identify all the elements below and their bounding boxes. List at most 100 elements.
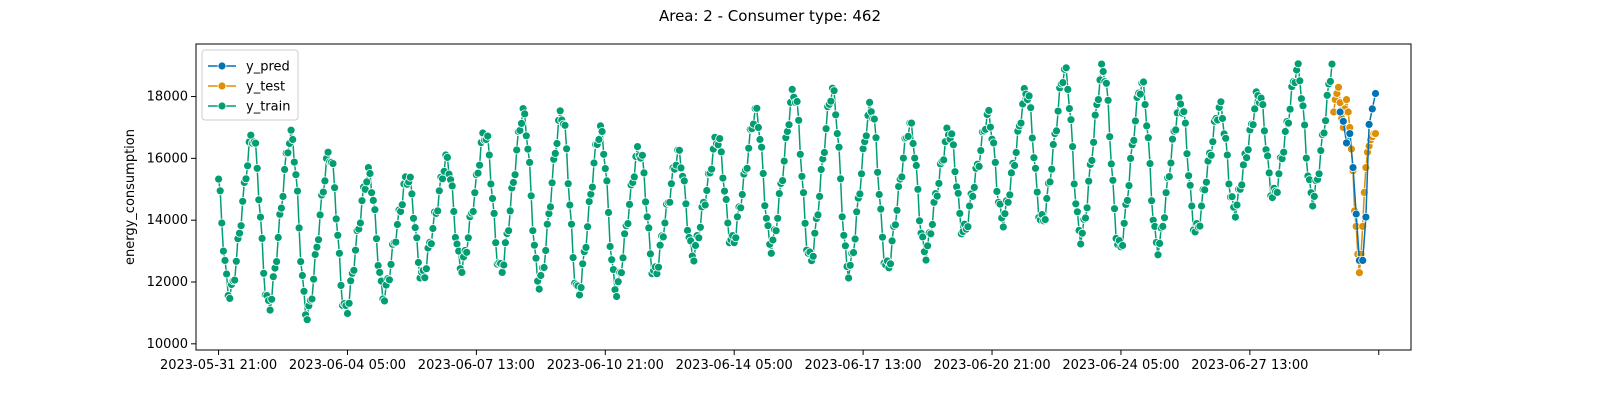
- data-point: [552, 139, 562, 148]
- legend-item-y-pred[interactable]: y_pred: [208, 60, 290, 75]
- data-point: [1298, 101, 1308, 111]
- data-point: [349, 265, 359, 275]
- data-point: [546, 202, 555, 212]
- data-point: [849, 248, 858, 258]
- data-point: [1364, 120, 1374, 129]
- data-point: [953, 188, 963, 198]
- data-point: [878, 232, 887, 242]
- data-point: [1139, 77, 1148, 87]
- data-point: [1250, 104, 1260, 114]
- legend-item-y-train[interactable]: y_train: [208, 100, 290, 115]
- data-point: [420, 273, 430, 283]
- data-point: [720, 186, 729, 196]
- data-point: [1176, 99, 1185, 109]
- data-point: [1047, 164, 1057, 174]
- data-point: [581, 242, 591, 252]
- data-point: [1082, 203, 1092, 213]
- data-point: [236, 221, 246, 231]
- data-point: [1124, 181, 1134, 191]
- data-point: [1161, 188, 1171, 198]
- data-point: [1005, 190, 1015, 200]
- data-point: [841, 241, 850, 251]
- data-point: [331, 214, 341, 224]
- data-point: [928, 220, 937, 229]
- data-point: [1182, 149, 1192, 159]
- data-point: [675, 145, 684, 155]
- data-point: [530, 240, 539, 250]
- data-point: [629, 172, 639, 182]
- data-point: [873, 167, 882, 177]
- data-point: [665, 197, 675, 207]
- data-point: [923, 241, 932, 251]
- data-point: [243, 161, 253, 171]
- data-point: [871, 133, 881, 143]
- data-point: [1371, 129, 1380, 139]
- data-point: [681, 199, 691, 209]
- data-point: [620, 229, 629, 239]
- data-point: [426, 239, 436, 249]
- data-point: [307, 294, 317, 304]
- data-point: [1126, 153, 1135, 163]
- data-point: [1243, 145, 1253, 155]
- data-point: [512, 145, 522, 155]
- data-point: [773, 213, 783, 223]
- data-point: [1142, 121, 1152, 131]
- data-point: [1185, 180, 1195, 190]
- data-point: [412, 233, 422, 243]
- x-tick-label: 2023-06-17 13:00: [805, 358, 922, 373]
- data-point: [1042, 194, 1052, 203]
- data-point: [821, 124, 831, 134]
- data-point: [813, 210, 823, 220]
- data-point: [660, 218, 670, 228]
- y-tick-label: 12000: [147, 275, 188, 290]
- data-point: [320, 176, 330, 186]
- data-point: [267, 294, 277, 304]
- data-point: [318, 187, 328, 197]
- data-point: [762, 213, 771, 223]
- data-point: [1071, 199, 1081, 209]
- data-point: [578, 259, 588, 269]
- data-point: [1010, 161, 1019, 170]
- data-point: [500, 238, 510, 248]
- data-point: [235, 228, 244, 238]
- data-point: [1053, 106, 1063, 116]
- data-point: [969, 182, 979, 192]
- data-point: [497, 267, 507, 277]
- data-point: [965, 201, 974, 211]
- data-point: [1222, 150, 1232, 160]
- data-point: [1239, 160, 1248, 170]
- legend[interactable]: y_pred y_test y_train: [201, 49, 299, 121]
- data-point: [297, 271, 307, 280]
- data-point: [272, 257, 282, 267]
- data-point: [1003, 197, 1013, 207]
- data-point: [1155, 238, 1164, 248]
- data-point: [1040, 215, 1050, 225]
- data-point: [541, 246, 551, 255]
- data-point: [367, 188, 377, 198]
- data-point: [286, 125, 296, 135]
- legend-item-y-test[interactable]: y_test: [208, 80, 285, 95]
- data-point: [892, 205, 902, 215]
- data-point: [273, 233, 283, 242]
- data-point: [468, 207, 478, 216]
- data-point: [525, 157, 534, 167]
- data-point: [794, 115, 804, 125]
- data-point: [683, 225, 692, 235]
- data-point: [288, 135, 298, 144]
- data-point: [1135, 89, 1145, 99]
- data-point: [1164, 172, 1174, 182]
- data-point: [1076, 239, 1086, 249]
- data-point: [718, 173, 728, 183]
- data-point: [599, 149, 609, 159]
- data-point: [949, 140, 958, 150]
- data-point: [291, 170, 301, 180]
- data-point: [721, 195, 731, 204]
- data-point: [368, 195, 378, 205]
- data-point: [613, 277, 623, 287]
- data-point: [758, 169, 768, 178]
- data-point: [1327, 59, 1337, 69]
- data-point: [1065, 104, 1074, 113]
- data-point: [491, 238, 501, 248]
- data-point: [278, 191, 288, 201]
